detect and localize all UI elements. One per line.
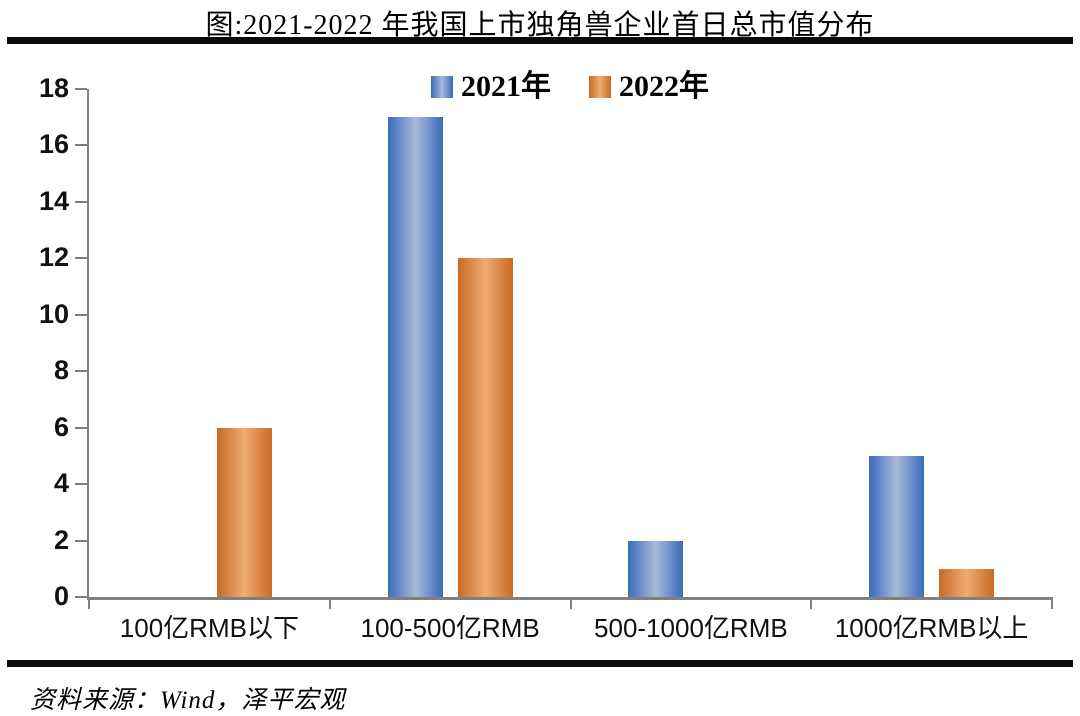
y-axis-label: 14 bbox=[38, 185, 69, 216]
bar-2021年-100-500亿RMB bbox=[387, 117, 443, 597]
x-axis-tick bbox=[328, 597, 331, 609]
legend-label: 2022年 bbox=[619, 70, 709, 103]
bar-2021年-500-1000亿RMB bbox=[628, 540, 684, 597]
bar-2021年-1000亿RMB以上 bbox=[869, 455, 925, 597]
y-axis-tick bbox=[75, 539, 87, 542]
y-axis-tick bbox=[75, 88, 87, 90]
y-axis-tick bbox=[75, 426, 87, 429]
y-axis-label: 10 bbox=[38, 298, 69, 329]
y-axis-tick bbox=[75, 596, 87, 598]
y-axis-label: 2 bbox=[53, 524, 69, 555]
bar-2022年-100-500亿RMB bbox=[457, 258, 513, 597]
legend-label: 2021年 bbox=[461, 70, 551, 103]
y-axis-tick bbox=[75, 200, 87, 203]
x-axis-category-label: 100亿RMB以下 bbox=[119, 613, 299, 643]
y-axis-label: 6 bbox=[53, 411, 69, 442]
y-axis-tick bbox=[75, 144, 87, 147]
y-axis-tick bbox=[75, 370, 87, 373]
y-axis-tick bbox=[75, 257, 87, 260]
top-divider bbox=[7, 37, 1073, 44]
bar-2022年-1000亿RMB以上 bbox=[939, 568, 995, 597]
chart-title: 图:2021-2022 年我国上市独角兽企业首日总市值分布 bbox=[205, 10, 875, 41]
y-axis-label: 18 bbox=[38, 73, 69, 103]
legend-swatch-icon bbox=[589, 76, 611, 98]
legend-item-2022年: 2022年 bbox=[589, 72, 709, 102]
legend-swatch-icon bbox=[431, 76, 453, 98]
y-axis-label: 12 bbox=[38, 242, 69, 273]
y-axis-label: 0 bbox=[53, 581, 69, 611]
x-axis-tick bbox=[569, 597, 572, 609]
bottom-divider bbox=[7, 660, 1073, 667]
x-axis-category-label: 500-1000亿RMB bbox=[594, 613, 788, 643]
bar-2022年-100亿RMB以下 bbox=[216, 427, 272, 597]
y-axis-label: 4 bbox=[53, 468, 69, 499]
x-axis-tick bbox=[1051, 597, 1053, 609]
x-axis-tick bbox=[88, 597, 90, 609]
y-axis-tick bbox=[75, 483, 87, 486]
y-axis-label: 16 bbox=[38, 129, 69, 160]
y-axis-tick bbox=[75, 313, 87, 316]
source-note: 资料来源：Wind，泽平宏观 bbox=[30, 687, 346, 714]
plot-area: 0 2 4 6 8 10 12 14 16 18 100亿RMB以下 100-500亿RMB 500-1… bbox=[39, 75, 1053, 643]
x-axis-category-label: 100-500亿RMB bbox=[360, 613, 540, 643]
chart-legend: 2021年 2022年 bbox=[88, 71, 1052, 103]
legend-item-2021年: 2021年 bbox=[431, 72, 551, 102]
x-axis-category-label: 1000亿RMB以上 bbox=[834, 613, 1029, 643]
y-axis-label: 8 bbox=[53, 355, 69, 386]
x-axis-tick bbox=[810, 597, 813, 609]
